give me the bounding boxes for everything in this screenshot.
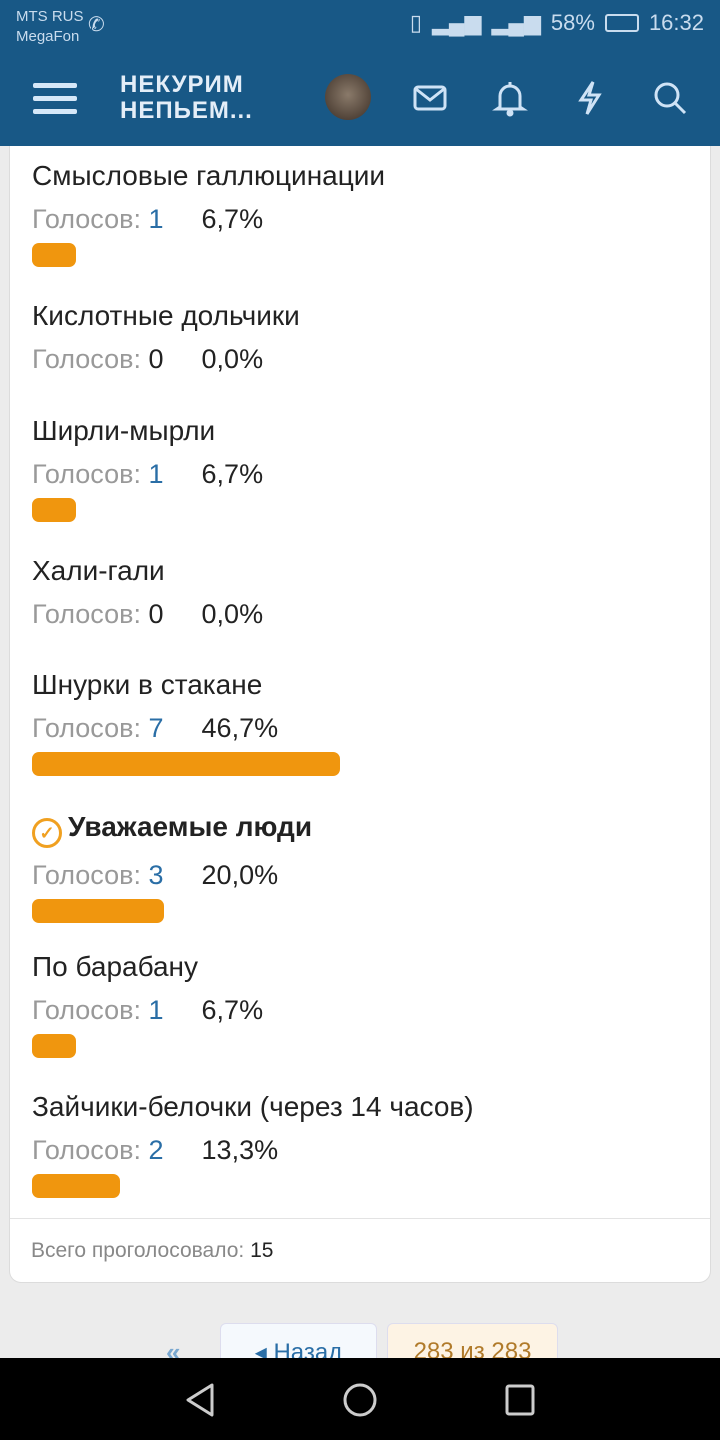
- option-title: Шнурки в стакане: [32, 669, 263, 700]
- votes-label: Голосов:: [32, 1135, 141, 1165]
- recents-nav-icon[interactable]: [504, 1382, 536, 1418]
- signal-icon: ▂▄▆: [432, 10, 482, 35]
- pagination: « ◂ Назад 283 из 283: [0, 1323, 720, 1373]
- option-votes: Голосов: 1 6,7%: [32, 995, 263, 1026]
- option-votes: Голосов: 1 6,7%: [32, 204, 385, 235]
- vote-bar: [32, 752, 341, 776]
- option-title: ✓ Уважаемые люди: [32, 811, 312, 848]
- battery-icon: [604, 14, 639, 32]
- poll-option: Смысловые галлюцинации Голосов: 1 6,7%: [32, 160, 385, 267]
- carrier-1: MTS RUS: [16, 8, 84, 25]
- votes-percent: 6,7%: [201, 204, 264, 234]
- option-title: Ширли-мырли: [32, 415, 216, 446]
- votes-count: 0: [148, 344, 164, 374]
- app-header: НЕКУРИМ НЕПЬЕМ...: [0, 50, 720, 146]
- android-nav-bar: [0, 1358, 720, 1440]
- poll-results: Всего проголосовало: 15 Смысловые галлюц…: [9, 146, 711, 1283]
- poll-option: Кислотные дольчики Голосов: 0 0,0%: [32, 300, 300, 375]
- option-votes: Голосов: 0 0,0%: [32, 344, 300, 375]
- carrier-info: MTS RUS MegaFon: [16, 7, 84, 47]
- option-title: Кислотные дольчики: [32, 300, 300, 331]
- votes-count: 0: [148, 599, 164, 629]
- avatar[interactable]: [325, 74, 371, 120]
- votes-percent: 46,7%: [201, 713, 279, 743]
- clock: 16:32: [648, 10, 704, 35]
- option-votes: Голосов: 3 20,0%: [32, 860, 312, 891]
- bell-icon[interactable]: [490, 78, 530, 118]
- poll-option: Хали-гали Голосов: 0 0,0%: [32, 555, 263, 630]
- signal-icon-2: ▂▄▆: [491, 10, 541, 35]
- back-nav-icon[interactable]: [184, 1382, 216, 1418]
- carrier-2: MegaFon: [16, 28, 80, 45]
- search-icon[interactable]: [650, 78, 690, 118]
- votes-percent: 0,0%: [201, 344, 264, 374]
- whatsapp-icon: ✆: [88, 14, 105, 36]
- poll-option: Зайчики-белочки (через 14 часов) Голосов…: [32, 1091, 474, 1198]
- votes-percent: 0,0%: [201, 599, 264, 629]
- option-votes: Голосов: 1 6,7%: [32, 459, 263, 490]
- votes-count[interactable]: 2: [148, 1135, 164, 1165]
- poll-option: Шнурки в стакане Голосов: 7 46,7%: [32, 669, 341, 776]
- votes-percent: 6,7%: [201, 459, 264, 489]
- vote-bar: [32, 498, 77, 522]
- check-icon: ✓: [32, 818, 62, 848]
- battery-percent: 58%: [550, 10, 595, 35]
- votes-count[interactable]: 1: [148, 459, 164, 489]
- poll-option: Ширли-мырли Голосов: 1 6,7%: [32, 415, 263, 522]
- vibrate-icon: ▯: [409, 10, 423, 35]
- mail-icon[interactable]: [410, 78, 450, 118]
- home-nav-icon[interactable]: [342, 1382, 378, 1418]
- votes-label: Голосов:: [32, 713, 141, 743]
- site-logo[interactable]: НЕКУРИМ НЕПЬЕМ...: [120, 71, 253, 124]
- votes-label: Голосов:: [32, 344, 141, 374]
- option-title: По барабану: [32, 951, 199, 982]
- option-votes: Голосов: 0 0,0%: [32, 599, 263, 630]
- votes-label: Голосов:: [32, 459, 141, 489]
- votes-count[interactable]: 1: [148, 995, 164, 1025]
- vote-bar: [32, 899, 164, 923]
- votes-label: Голосов:: [32, 995, 141, 1025]
- status-bar: MTS RUS MegaFon ✆ ▯ ▂▄▆ ▂▄▆ 58% 16:32: [0, 0, 720, 50]
- votes-count[interactable]: 7: [148, 713, 164, 743]
- votes-count[interactable]: 1: [148, 204, 164, 234]
- poll-option: По барабану Голосов: 1 6,7%: [32, 951, 263, 1058]
- lightning-icon[interactable]: [570, 78, 610, 118]
- vote-bar: [32, 243, 77, 267]
- poll-total: Всего проголосовало: 15: [10, 1218, 710, 1263]
- poll-option: ✓ Уважаемые люди Голосов: 3 20,0%: [32, 811, 312, 923]
- votes-count[interactable]: 3: [148, 860, 164, 890]
- option-title: Хали-гали: [32, 555, 165, 586]
- option-votes: Голосов: 7 46,7%: [32, 713, 340, 744]
- votes-percent: 6,7%: [201, 995, 264, 1025]
- votes-percent: 20,0%: [201, 860, 279, 890]
- option-title: Смысловые галлюцинации: [32, 160, 386, 191]
- votes-percent: 13,3%: [201, 1135, 279, 1165]
- menu-icon[interactable]: [33, 83, 77, 115]
- votes-label: Голосов:: [32, 204, 141, 234]
- votes-label: Голосов:: [32, 599, 141, 629]
- option-title: Зайчики-белочки (через 14 часов): [32, 1091, 474, 1122]
- votes-label: Голосов:: [32, 860, 141, 890]
- vote-bar: [32, 1034, 77, 1058]
- vote-bar: [32, 1174, 120, 1198]
- option-votes: Голосов: 2 13,3%: [32, 1135, 474, 1166]
